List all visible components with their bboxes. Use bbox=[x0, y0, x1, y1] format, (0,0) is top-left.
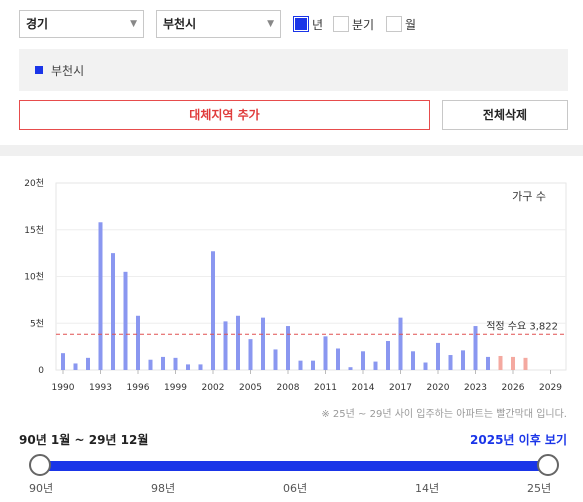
x-tick-label: 1996 bbox=[127, 383, 150, 393]
chevron-down-icon: ▼ bbox=[130, 19, 137, 29]
bar-2008[interactable] bbox=[286, 326, 290, 370]
legend-label: 부천시 bbox=[51, 64, 85, 78]
bar-2020[interactable] bbox=[436, 342, 440, 370]
city-select[interactable]: 부천시 ▼ bbox=[156, 10, 281, 38]
bar-1998[interactable] bbox=[161, 356, 165, 370]
checkbox-checked-icon bbox=[293, 16, 309, 32]
bar-1995[interactable] bbox=[123, 271, 128, 370]
x-tick-label: 2017 bbox=[389, 383, 412, 393]
bar-2009[interactable] bbox=[298, 360, 303, 370]
y-tick-label: 20천 bbox=[24, 178, 44, 189]
bar-2019[interactable] bbox=[423, 362, 428, 370]
x-tick-label: 2020 bbox=[427, 383, 450, 393]
range-slider-start-handle[interactable] bbox=[29, 454, 51, 476]
bar-2015[interactable] bbox=[373, 361, 378, 370]
bar-future-2025[interactable] bbox=[498, 355, 503, 370]
bar-1994[interactable] bbox=[111, 253, 115, 370]
range-slider-track[interactable] bbox=[40, 461, 548, 471]
bar-2023[interactable] bbox=[473, 326, 478, 370]
bar-future-2027[interactable] bbox=[523, 357, 528, 370]
bar-1999[interactable] bbox=[173, 357, 178, 370]
after-2025-link[interactable]: 2025년 이후 보기 bbox=[470, 433, 567, 447]
bar-2014[interactable] bbox=[361, 351, 365, 370]
legend-panel: 부천시 bbox=[19, 49, 568, 91]
city-select-value: 부천시 bbox=[163, 17, 197, 31]
x-tick-label: 2008 bbox=[277, 383, 300, 393]
region-select-value: 경기 bbox=[26, 17, 49, 31]
x-tick-label: 1990 bbox=[52, 383, 75, 393]
bar-1996[interactable] bbox=[136, 315, 140, 370]
chart-grid bbox=[55, 182, 567, 374]
x-tick-label: 1993 bbox=[89, 383, 112, 393]
period-year-label: 년 bbox=[312, 17, 324, 32]
x-tick-label: 2011 bbox=[314, 383, 337, 393]
bar-2021[interactable] bbox=[448, 355, 453, 370]
x-tick-label: 2002 bbox=[202, 383, 225, 393]
chart-bars bbox=[61, 222, 528, 370]
bar-1990[interactable] bbox=[61, 353, 65, 370]
slider-tick-label: 25년 bbox=[527, 482, 552, 495]
bar-1997[interactable] bbox=[148, 359, 153, 370]
x-tick-label: 2023 bbox=[464, 383, 487, 393]
x-tick-label: 2026 bbox=[502, 383, 525, 393]
period-quarter-label: 분기 bbox=[352, 17, 375, 32]
date-range-label: 90년 1월 ~ 29년 12월 bbox=[19, 433, 149, 447]
period-month-checkbox[interactable]: 월 bbox=[386, 15, 416, 33]
bar-1992[interactable] bbox=[86, 357, 90, 370]
add-region-button[interactable]: 대체지역 추가 bbox=[19, 100, 430, 130]
slider-tick-label: 14년 bbox=[415, 482, 440, 495]
bar-2001[interactable] bbox=[198, 364, 203, 370]
slider-tick-label: 98년 bbox=[151, 482, 176, 495]
bar-2006[interactable] bbox=[261, 317, 265, 370]
bar-2024[interactable] bbox=[486, 356, 490, 370]
y-tick-label: 10천 bbox=[24, 272, 44, 283]
y-tick-label: 15천 bbox=[24, 225, 44, 236]
bar-1993[interactable] bbox=[98, 222, 103, 370]
bar-2007[interactable] bbox=[273, 349, 278, 370]
bar-2003[interactable] bbox=[223, 321, 228, 370]
period-year-checkbox[interactable]: 년 bbox=[293, 15, 323, 33]
chart-labels: 20천 15천 10천 5천 0 1990 1993 1996 1999 2002 2005 2008… bbox=[24, 178, 562, 393]
slider-tick-label: 90년 bbox=[29, 482, 54, 495]
x-tick-label: 2014 bbox=[352, 383, 375, 393]
bar-1991[interactable] bbox=[73, 363, 78, 370]
checkbox-icon bbox=[333, 16, 349, 32]
chevron-down-icon: ▼ bbox=[267, 19, 274, 29]
period-month-label: 월 bbox=[405, 17, 417, 32]
range-slider-end-handle[interactable] bbox=[537, 454, 559, 476]
bar-2005[interactable] bbox=[248, 339, 253, 370]
bar-2018[interactable] bbox=[411, 351, 415, 370]
bar-2011[interactable] bbox=[323, 336, 328, 370]
legend-square-icon bbox=[35, 66, 43, 74]
supply-bar-chart: 20천 15천 10천 5천 0 1990 1993 1996 1999 2002 2005 2008… bbox=[24, 178, 567, 393]
reference-line-label: 적정 수요 3,822 bbox=[486, 320, 558, 332]
x-tick-label: 1999 bbox=[164, 383, 187, 393]
bar-2000[interactable] bbox=[186, 364, 190, 370]
region-select[interactable]: 경기 ▼ bbox=[19, 10, 144, 38]
y-tick-label: 0 bbox=[38, 366, 44, 376]
bar-future-2026[interactable] bbox=[511, 356, 515, 370]
delete-all-button[interactable]: 전체삭제 bbox=[442, 100, 568, 130]
bar-2016[interactable] bbox=[386, 341, 390, 370]
bar-2013[interactable] bbox=[348, 367, 353, 370]
slider-tick-label: 06년 bbox=[283, 482, 308, 495]
section-divider bbox=[0, 145, 583, 156]
checkbox-icon bbox=[386, 16, 402, 32]
bar-2012[interactable] bbox=[336, 348, 340, 370]
x-tick-label: 2005 bbox=[239, 383, 262, 393]
bar-2022[interactable] bbox=[461, 350, 465, 370]
bar-2010[interactable] bbox=[311, 360, 315, 370]
bar-2017[interactable] bbox=[398, 317, 403, 370]
bar-2004[interactable] bbox=[236, 315, 240, 370]
filter-panel: 경기 ▼ 부천시 ▼ 년 분기 월 부천시 대체지역 추가 전체삭제 bbox=[0, 0, 583, 145]
y-tick-label: 5천 bbox=[30, 318, 44, 329]
period-quarter-checkbox[interactable]: 분기 bbox=[333, 15, 374, 33]
series-label: 가구 수 bbox=[512, 190, 546, 203]
bar-2002[interactable] bbox=[211, 251, 215, 370]
x-tick-label: 2029 bbox=[539, 383, 562, 393]
chart-footnote: ※ 25년 ~ 29년 사이 입주하는 아파트는 빨간막대 입니다. bbox=[321, 409, 567, 420]
